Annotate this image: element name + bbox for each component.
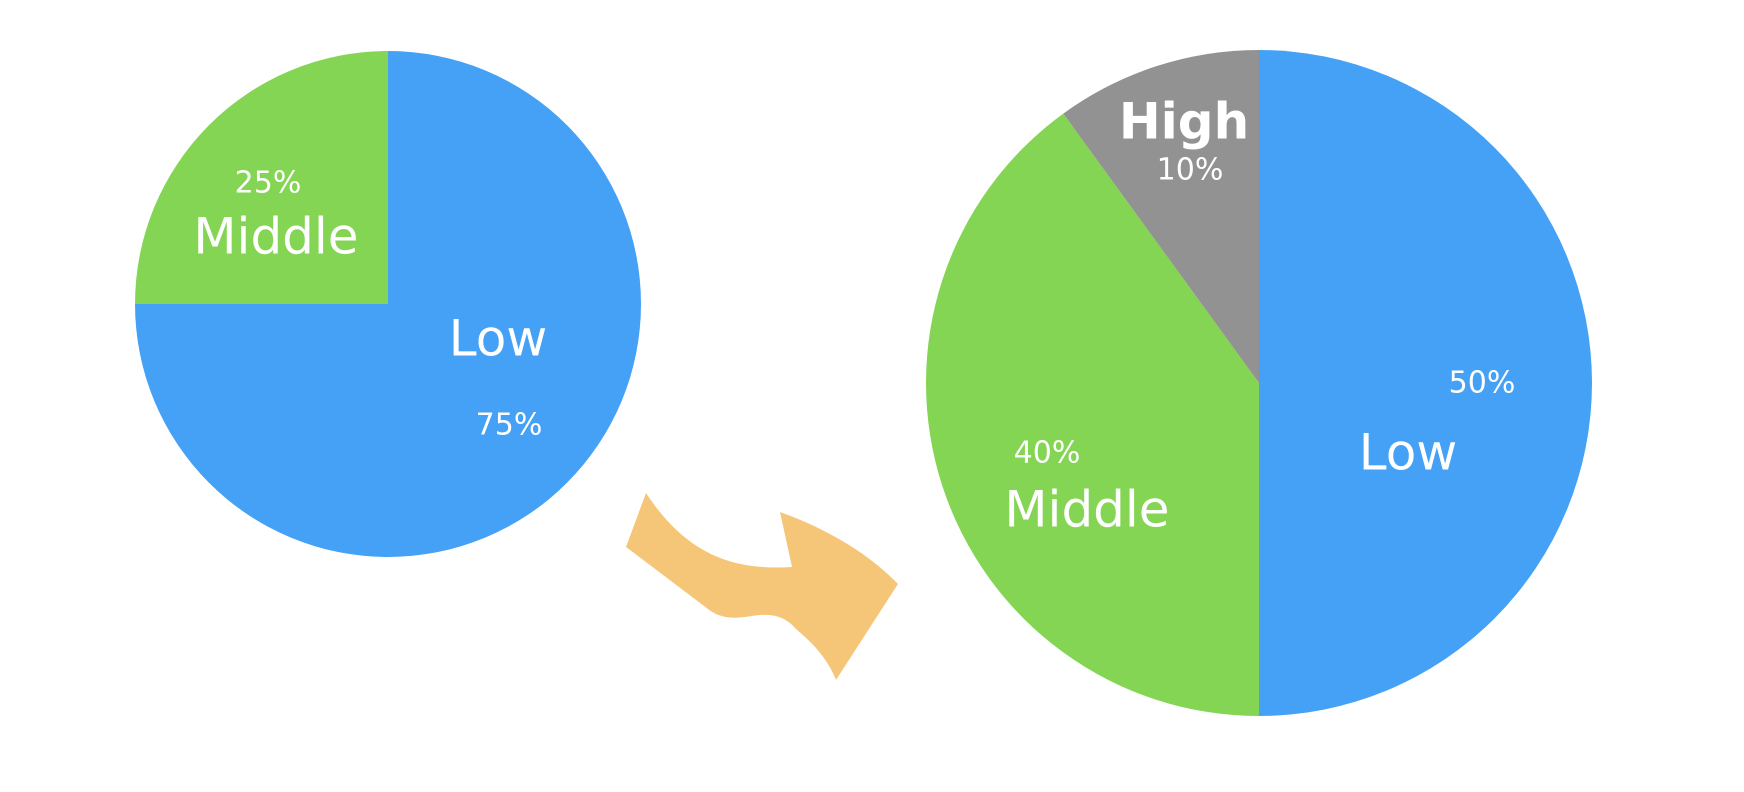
- slice-percent-middle: 40%: [1014, 436, 1081, 471]
- pie-slice-middle: [135, 51, 388, 304]
- slice-label-middle: Middle: [1004, 481, 1169, 539]
- pie-slice-middle: [925, 113, 1259, 716]
- slice-label-high: High: [1119, 93, 1249, 151]
- curved-arrow-icon: [626, 493, 898, 680]
- pie-slice-high: [1063, 50, 1259, 383]
- pie-chart-before: Low 75% Middle 25%: [135, 51, 641, 557]
- slice-percent-high: 10%: [1157, 153, 1224, 188]
- slice-label-low: Low: [1359, 424, 1457, 482]
- slice-percent-middle: 25%: [235, 166, 302, 201]
- slice-label-middle: Middle: [193, 208, 358, 266]
- slice-label-low: Low: [449, 310, 547, 368]
- pie-slice-low: [1259, 50, 1592, 716]
- slice-percent-low: 50%: [1449, 366, 1516, 401]
- slice-percent-low: 75%: [476, 408, 543, 443]
